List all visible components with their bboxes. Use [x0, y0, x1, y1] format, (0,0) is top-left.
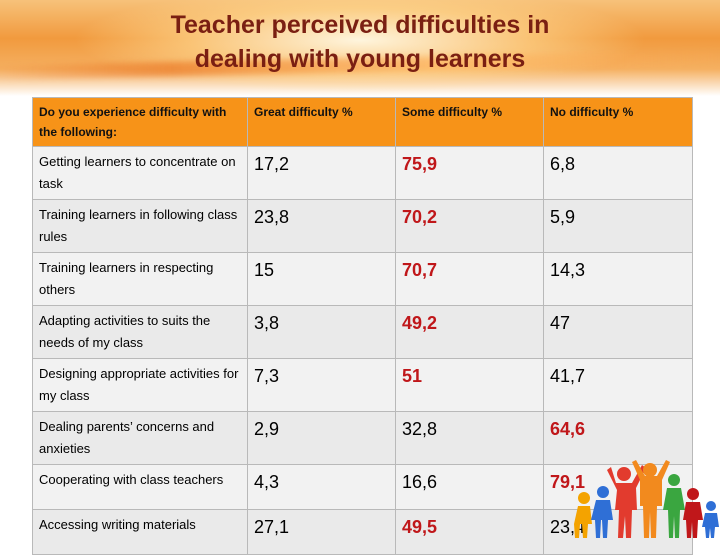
- difficulty-table: Do you experience difficulty with the fo…: [32, 97, 693, 555]
- header-great-difficulty: Great difficulty %: [247, 97, 396, 147]
- no-difficulty-cell: 14,3: [543, 252, 693, 306]
- no-difficulty-cell: 64,6: [543, 411, 693, 465]
- no-difficulty-cell: 6,8: [543, 146, 693, 200]
- great-difficulty-cell: 27,1: [247, 509, 396, 555]
- title-banner: [0, 0, 720, 96]
- some-difficulty-cell: 32,8: [395, 411, 544, 465]
- table-row: Training learners in respecting others 15…: [32, 252, 693, 306]
- some-difficulty-cell: 16,6: [395, 464, 544, 510]
- great-difficulty-cell: 7,3: [247, 358, 396, 412]
- table-header-row: Do you experience difficulty with the fo…: [32, 97, 693, 147]
- table-row: Adapting activities to suits the needs o…: [32, 305, 693, 359]
- children-illustration: [574, 460, 719, 538]
- great-difficulty-cell: 17,2: [247, 146, 396, 200]
- table-row: Training learners in following class rul…: [32, 199, 693, 253]
- slide-title: Teacher perceived difficulties in dealin…: [0, 8, 720, 76]
- row-item-label: Training learners in respecting others: [32, 252, 248, 306]
- children-silhouettes-icon: [574, 460, 719, 538]
- row-item-label: Training learners in following class rul…: [32, 199, 248, 253]
- no-difficulty-cell: 5,9: [543, 199, 693, 253]
- row-item-label: Dealing parents’ concerns and anxieties: [32, 411, 248, 465]
- no-difficulty-cell: 41,7: [543, 358, 693, 412]
- header-question: Do you experience difficulty with the fo…: [32, 97, 248, 147]
- row-item-label: Designing appropriate activities for my …: [32, 358, 248, 412]
- header-some-difficulty: Some difficulty %: [395, 97, 544, 147]
- row-item-label: Accessing writing materials: [32, 509, 248, 555]
- great-difficulty-cell: 23,8: [247, 199, 396, 253]
- great-difficulty-cell: 2,9: [247, 411, 396, 465]
- row-item-label: Getting learners to concentrate on task: [32, 146, 248, 200]
- row-item-label: Cooperating with class teachers: [32, 464, 248, 510]
- table-row: Getting learners to concentrate on task 1…: [32, 146, 693, 200]
- some-difficulty-cell: 70,7: [395, 252, 544, 306]
- table-row: Designing appropriate activities for my …: [32, 358, 693, 412]
- great-difficulty-cell: 3,8: [247, 305, 396, 359]
- row-item-label: Adapting activities to suits the needs o…: [32, 305, 248, 359]
- some-difficulty-cell: 49,2: [395, 305, 544, 359]
- some-difficulty-cell: 70,2: [395, 199, 544, 253]
- slide-title-line-1: Teacher perceived difficulties in: [170, 11, 550, 39]
- some-difficulty-cell: 75,9: [395, 146, 544, 200]
- some-difficulty-cell: 49,5: [395, 509, 544, 555]
- no-difficulty-cell: 47: [543, 305, 693, 359]
- slide-title-line-2: dealing with young learners: [194, 45, 526, 73]
- table-row: Dealing parents’ concerns and anxieties 2…: [32, 411, 693, 465]
- header-no-difficulty: No difficulty %: [543, 97, 693, 147]
- some-difficulty-cell: 51: [395, 358, 544, 412]
- great-difficulty-cell: 15: [247, 252, 396, 306]
- great-difficulty-cell: 4,3: [247, 464, 396, 510]
